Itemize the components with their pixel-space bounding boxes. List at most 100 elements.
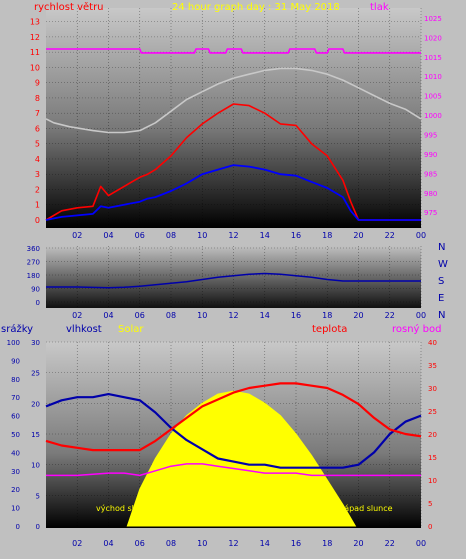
y-left-tick-label: 5 — [35, 140, 40, 149]
x-tick-label: 20 — [353, 311, 363, 320]
y-right-tick-label: 1010 — [424, 73, 442, 81]
temperature-tick-label: 0 — [428, 523, 432, 531]
x-tick-label: 04 — [103, 311, 113, 320]
humidity-temperature-series — [45, 382, 422, 527]
humidity-tick-label: 15 — [31, 431, 40, 439]
compass-label: S — [438, 276, 444, 287]
wind-speed-label: rychlost větru — [34, 1, 104, 13]
temperature-tick-label: 25 — [428, 408, 437, 416]
y-tick-label: 90 — [31, 286, 40, 294]
x-tick-label: 08 — [166, 231, 176, 240]
y-left-tick-label: 10 — [30, 63, 40, 72]
rain-tick-label: 30 — [11, 468, 20, 476]
series-wind-avg — [45, 164, 421, 221]
y-right-tick-label: 975 — [424, 209, 437, 217]
x-tick-label: 10 — [197, 231, 207, 240]
y-left-tick-label: 2 — [35, 185, 40, 194]
x-tick-label: 00 — [416, 311, 426, 320]
y-left-tick-label: 0 — [35, 216, 40, 225]
rain-tick-label: 10 — [11, 505, 20, 513]
y-tick-label: 0 — [36, 299, 40, 307]
x-tick-label: 08 — [166, 539, 176, 548]
x-tick-label: 02 — [72, 311, 82, 320]
y-right-tick-label: 1020 — [424, 34, 442, 42]
x-tick-label: 10 — [197, 311, 207, 320]
wind-direction-axes: 0 90 180 270 360 02 04 06 08 10 12 14 16 18 20 22 00 — [27, 245, 426, 320]
y-left-tick-label: 8 — [35, 94, 40, 103]
x-tick-label: 04 — [103, 231, 113, 240]
series-pressure-2 — [45, 67, 422, 134]
compass-label: N — [438, 310, 445, 321]
x-tick-label: 14 — [260, 539, 270, 548]
x-tick-label: 14 — [260, 311, 270, 320]
x-tick-label: 16 — [291, 231, 301, 240]
y-left-tick-label: 6 — [35, 124, 40, 133]
series-teplota — [45, 382, 422, 452]
x-tick-label: 16 — [291, 539, 301, 548]
wind-pressure-series — [45, 48, 422, 221]
x-tick-label: 10 — [197, 539, 207, 548]
y-left-tick-label: 7 — [35, 109, 40, 118]
y-tick-label: 360 — [27, 245, 40, 253]
y-left-tick-label: 11 — [30, 48, 40, 57]
x-tick-label: 06 — [135, 539, 145, 548]
y-right-tick-label: 980 — [424, 190, 437, 198]
y-left-tick-label: 1 — [35, 201, 40, 210]
humidity-tick-label: 10 — [31, 462, 40, 470]
series-solar — [126, 390, 357, 527]
chart-title: 24 hour graph day : 31 May 2018 — [172, 2, 340, 13]
temperature-tick-label: 30 — [428, 385, 437, 393]
x-tick-label: 08 — [166, 311, 176, 320]
rain-tick-label: 90 — [11, 357, 20, 365]
x-tick-label: 14 — [260, 231, 270, 240]
x-tick-label: 12 — [228, 231, 238, 240]
solar-label: Solar — [118, 324, 144, 335]
series-wind-gust — [45, 103, 421, 221]
temperature-tick-label: 35 — [428, 362, 437, 370]
x-tick-label: 12 — [228, 539, 238, 548]
series-vlhkost — [45, 393, 422, 469]
x-tick-label: 22 — [385, 231, 395, 240]
rain-tick-label: 100 — [7, 339, 20, 347]
x-tick-label: 18 — [322, 311, 332, 320]
wind-direction-series — [46, 272, 421, 289]
humidity-label: vlhkost — [66, 324, 102, 335]
sunrise-label: východ slunce — [96, 504, 153, 513]
y-right-tick-label: 1000 — [424, 112, 442, 120]
x-tick-label: 20 — [353, 231, 363, 240]
humidity-tick-label: 30 — [31, 339, 40, 347]
sunset-label: západ slunce — [340, 504, 393, 513]
rain-tick-label: 20 — [11, 486, 20, 494]
x-tick-label: 06 — [135, 311, 145, 320]
y-left-tick-label: 9 — [35, 79, 40, 88]
y-left-tick-label: 13 — [30, 18, 40, 27]
x-tick-label: 18 — [322, 539, 332, 548]
y-left-tick-label: 4 — [35, 155, 40, 164]
x-tick-label: 22 — [385, 311, 395, 320]
x-tick-label: 00 — [416, 231, 426, 240]
humidity-tick-label: 25 — [31, 370, 40, 378]
wind-direction-grid — [46, 246, 422, 308]
humidity-tick-label: 0 — [36, 523, 40, 531]
compass-label: N — [438, 242, 445, 253]
rain-tick-label: 60 — [11, 413, 20, 421]
compass-label: E — [438, 293, 444, 304]
series-direction — [46, 272, 421, 289]
x-tick-label: 06 — [135, 231, 145, 240]
rain-tick-label: 50 — [11, 431, 20, 439]
dewpoint-label: rosný bod — [392, 323, 441, 335]
x-tick-label: 16 — [291, 311, 301, 320]
rain-tick-label: 70 — [11, 394, 20, 402]
y-tick-label: 180 — [27, 272, 40, 280]
humidity-tick-label: 20 — [31, 400, 40, 408]
x-tick-label: 00 — [416, 539, 426, 548]
rain-tick-label: 40 — [11, 449, 20, 457]
wind-pressure-axes: 0123456789101112139759809859909951000100… — [30, 15, 442, 240]
y-right-tick-label: 990 — [424, 151, 437, 159]
y-right-tick-label: 995 — [424, 131, 437, 139]
temperature-tick-label: 15 — [428, 454, 437, 462]
temperature-tick-label: 40 — [428, 339, 437, 347]
